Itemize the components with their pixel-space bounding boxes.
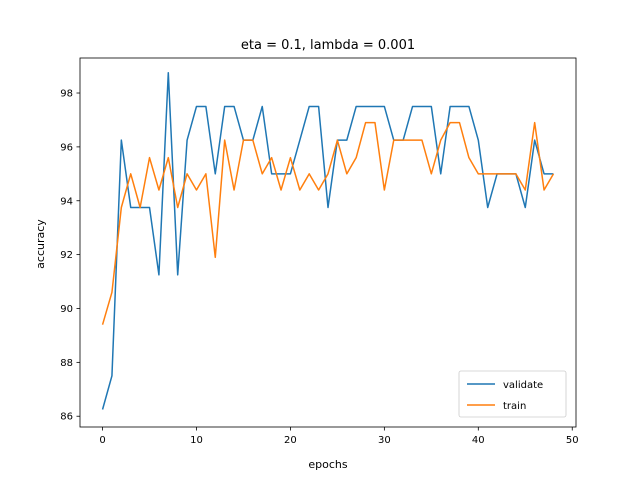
y-tick-label: 86: [60, 412, 73, 423]
legend-label-train: train: [503, 401, 526, 412]
x-tick-label: 0: [99, 435, 105, 446]
series-line-validate: [101, 72, 554, 410]
chart-title: eta = 0.1, lambda = 0.001: [241, 38, 415, 53]
x-tick-label: 10: [190, 435, 203, 446]
y-tick-label: 92: [60, 250, 73, 261]
x-axis-label: epochs: [308, 458, 347, 471]
x-tick-label: 20: [284, 435, 297, 446]
y-tick-label: 96: [60, 142, 73, 153]
plot-area: 0 10 20 30 40 50 86 88 90 92 94 96 98: [60, 57, 579, 446]
legend-label-validate: validate: [503, 380, 543, 391]
y-axis-label: accuracy: [34, 219, 47, 269]
y-tick-label: 90: [60, 304, 73, 315]
axes-frame: [79, 57, 577, 428]
legend: validate train: [458, 370, 567, 418]
y-tick-label: 94: [60, 196, 73, 207]
x-tick-label: 50: [566, 435, 579, 446]
y-tick-label: 98: [60, 89, 73, 100]
x-tick-label: 40: [472, 435, 485, 446]
series-line-train: [101, 121, 555, 325]
y-tick-label: 88: [60, 358, 73, 369]
x-tick-label: 30: [378, 435, 391, 446]
